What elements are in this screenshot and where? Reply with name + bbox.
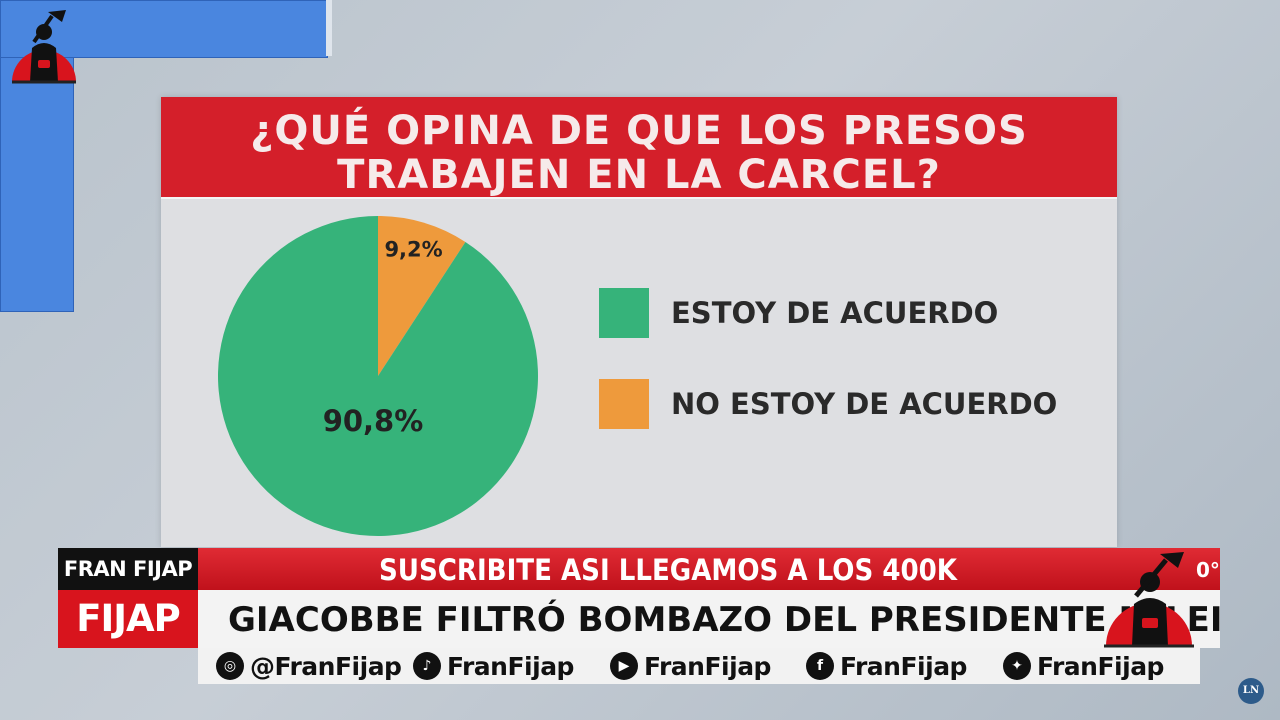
poll-title-line-2: TRABAJEN EN LA CARCEL? [337, 152, 941, 198]
social-bar: ◎ @FranFijap ♪ FranFijap ▶ FranFijap f F… [198, 648, 1200, 684]
poll-card: ¿QUÉ OPINA DE QUE LOS PRESOS TRABAJEN EN… [161, 97, 1117, 547]
social-handle: FranFijap [447, 651, 574, 681]
network-badge-icon: LN [1238, 678, 1264, 704]
social-tiktok[interactable]: ♪ FranFijap [413, 648, 574, 684]
brand-name-top: FRAN FIJAP [58, 548, 198, 590]
legend-label-agree: ESTOY DE ACUERDO [671, 296, 999, 330]
ticker-top-bar: SUSCRIBITE ASI LLEGAMOS A LOS 400K [198, 548, 1220, 590]
legend-label-disagree: NO ESTOY DE ACUERDO [671, 387, 1058, 421]
social-handle: FranFijap [840, 651, 967, 681]
poll-title-line-1: ¿QUÉ OPINA DE QUE LOS PRESOS [250, 108, 1028, 154]
instagram-icon: ◎ [216, 652, 244, 680]
social-youtube[interactable]: ▶ FranFijap [610, 648, 771, 684]
ticker-main-text: GIACOBBE FILTRÓ BOMBAZO DEL PRESIDENTE M… [228, 600, 1223, 640]
poll-title-banner: ¿QUÉ OPINA DE QUE LOS PRESOS TRABAJEN EN… [161, 97, 1117, 199]
social-handle: @FranFijap [250, 651, 402, 681]
data-label-agree: 90,8% [323, 404, 424, 438]
social-twitter[interactable]: ✦ FranFijap [1003, 648, 1164, 684]
channel-logo-icon [12, 10, 76, 84]
decor-divider [326, 0, 332, 56]
social-handle: FranFijap [1037, 651, 1164, 681]
brand-box: FRAN FIJAP FIJAP [58, 548, 198, 648]
social-handle: FranFijap [644, 651, 771, 681]
ticker-top-text: SUSCRIBITE ASI LLEGAMOS A LOS 400K [378, 553, 958, 587]
pie-chart: 9,2% 90,8% [218, 216, 538, 536]
pie-slice-agree [218, 216, 538, 536]
data-label-disagree: 9,2% [384, 237, 442, 261]
degree-fragment: 0° [1196, 558, 1220, 582]
social-instagram[interactable]: ◎ @FranFijap [216, 648, 402, 684]
legend-swatch-disagree [599, 379, 649, 429]
ticker-channel-logo-icon [1104, 552, 1194, 648]
facebook-icon: f [806, 652, 834, 680]
legend-swatch-agree [599, 288, 649, 338]
ticker-main-bar: GIACOBBE FILTRÓ BOMBAZO DEL PRESIDENTE M… [198, 590, 1223, 648]
tiktok-icon: ♪ [413, 652, 441, 680]
twitter-icon: ✦ [1003, 652, 1031, 680]
brand-name-bottom: FIJAP [58, 590, 198, 648]
youtube-icon: ▶ [610, 652, 638, 680]
social-facebook[interactable]: f FranFijap [806, 648, 967, 684]
pie-slice-disagree [378, 216, 466, 376]
